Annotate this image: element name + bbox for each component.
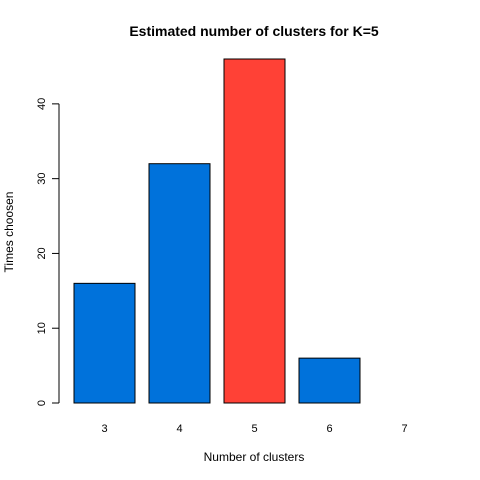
- bar-5: [223, 58, 286, 404]
- bar-3: [73, 282, 136, 404]
- y-tick-label: 30: [36, 173, 48, 185]
- x-tick-label: 3: [101, 423, 107, 435]
- x-tick-label: 6: [326, 423, 332, 435]
- y-axis-label: Times choosen: [2, 192, 16, 273]
- x-tick-label: 7: [401, 423, 407, 435]
- x-tick-labels: 3 4 5 6 7: [101, 423, 407, 435]
- x-tick-label: 4: [176, 423, 182, 435]
- bars: [73, 58, 361, 404]
- bar-4: [148, 163, 211, 404]
- bar-6: [298, 357, 361, 404]
- y-tick-label: 10: [36, 322, 48, 334]
- x-tick-label: 5: [251, 423, 257, 435]
- y-axis: 0 10 20 30 40: [36, 98, 60, 406]
- x-axis-label: Number of clusters: [204, 450, 305, 464]
- y-tick-label: 20: [36, 247, 48, 259]
- y-tick-label: 0: [36, 400, 48, 406]
- chart-title: Estimated number of clusters for K=5: [129, 23, 379, 39]
- y-tick-label: 40: [36, 98, 48, 110]
